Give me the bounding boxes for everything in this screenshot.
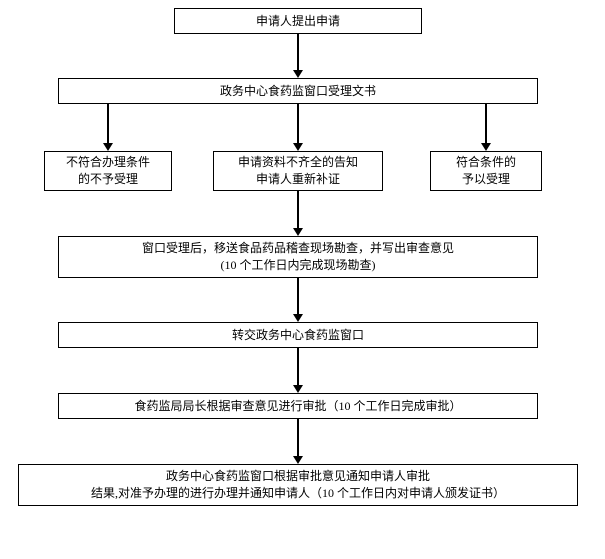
arrow-down-icon xyxy=(103,143,113,151)
arrow-down-icon xyxy=(293,143,303,151)
node-label: 窗口受理后，移送食品药品稽查现场勘查，并写出审查意见 (10 个工作日内完成现场… xyxy=(142,240,454,274)
arrow-down-icon xyxy=(293,314,303,322)
node-onsite-review: 窗口受理后，移送食品药品稽查现场勘查，并写出审查意见 (10 个工作日内完成现场… xyxy=(58,236,538,278)
node-label: 食药监局局长根据审查意见进行审批（10 个工作日完成审批） xyxy=(134,398,461,415)
node-notify-result: 政务中心食药监窗口根据审批意见通知申请人审批 结果,对准予办理的进行办理并通知申… xyxy=(18,464,578,506)
arrow-down-icon xyxy=(293,385,303,393)
node-label: 申请资料不齐全的告知 申请人重新补证 xyxy=(238,154,358,188)
node-accept-doc: 政务中心食药监窗口受理文书 xyxy=(58,78,538,104)
node-label: 转交政务中心食药监窗口 xyxy=(232,327,364,344)
node-label: 符合条件的 予以受理 xyxy=(456,154,516,188)
arrow-down-icon xyxy=(481,143,491,151)
edge-line xyxy=(297,34,299,70)
node-apply: 申请人提出申请 xyxy=(174,8,422,34)
node-qualified: 符合条件的 予以受理 xyxy=(430,151,542,191)
edge-line xyxy=(107,104,109,143)
arrow-down-icon xyxy=(293,228,303,236)
edge-line xyxy=(297,348,299,385)
arrow-down-icon xyxy=(293,70,303,78)
node-reject: 不符合办理条件 的不予受理 xyxy=(44,151,172,191)
node-supplement: 申请资料不齐全的告知 申请人重新补证 xyxy=(213,151,383,191)
node-label: 政务中心食药监窗口根据审批意见通知申请人审批 结果,对准予办理的进行办理并通知申… xyxy=(91,468,505,502)
edge-line xyxy=(485,104,487,143)
node-label: 不符合办理条件 的不予受理 xyxy=(66,154,150,188)
edge-line xyxy=(297,104,299,143)
edge-line xyxy=(297,278,299,314)
node-label: 政务中心食药监窗口受理文书 xyxy=(220,83,376,100)
node-director-approval: 食药监局局长根据审查意见进行审批（10 个工作日完成审批） xyxy=(58,393,538,419)
arrow-down-icon xyxy=(293,456,303,464)
edge-line xyxy=(297,419,299,456)
edge-line xyxy=(297,191,299,228)
node-label: 申请人提出申请 xyxy=(256,13,340,30)
node-transfer: 转交政务中心食药监窗口 xyxy=(58,322,538,348)
